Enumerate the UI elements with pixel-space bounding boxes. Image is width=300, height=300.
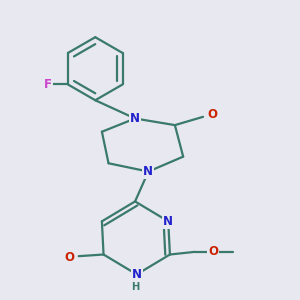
Text: N: N [132, 268, 142, 281]
Text: F: F [44, 78, 52, 91]
Text: O: O [207, 108, 218, 121]
Text: N: N [143, 165, 153, 178]
Text: O: O [64, 251, 74, 264]
Text: O: O [208, 245, 218, 258]
Text: H: H [131, 282, 139, 292]
Text: N: N [130, 112, 140, 125]
Text: N: N [163, 215, 173, 228]
